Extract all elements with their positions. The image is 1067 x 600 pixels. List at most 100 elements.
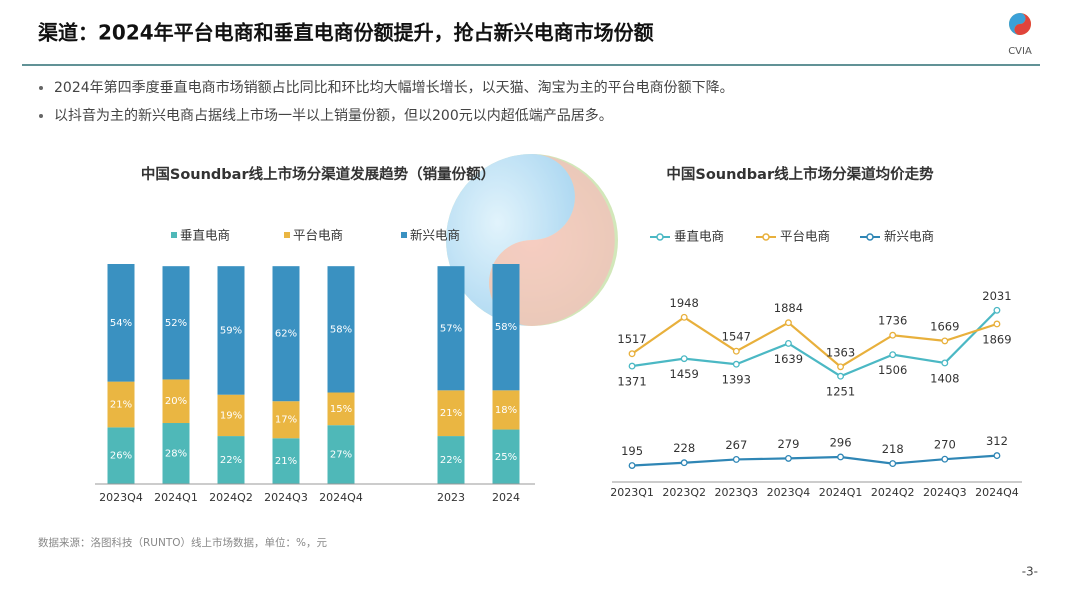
data-label: 1459 — [670, 367, 699, 381]
legend-marker — [866, 233, 874, 241]
data-label: 1251 — [826, 385, 855, 399]
data-label: 1517 — [617, 332, 646, 346]
x-tick-label: 2024Q2 — [209, 491, 253, 504]
bullet-dot — [39, 114, 43, 118]
data-label: 1884 — [774, 301, 803, 315]
data-label: 59% — [220, 325, 242, 336]
data-point — [784, 339, 792, 347]
data-label: 1948 — [670, 296, 699, 310]
slide-title: 渠道：2024年平台电商和垂直电商份额提升，抢占新兴电商市场份额 — [38, 21, 654, 45]
data-label: 22% — [220, 455, 242, 466]
data-label: 1393 — [722, 373, 751, 387]
data-label: 312 — [986, 434, 1008, 448]
data-label: 20% — [165, 396, 187, 407]
series-line — [631, 315, 998, 369]
source-note: 数据来源：洛图科技（RUNTO）线上市场数据，单位：%，元 — [38, 536, 327, 549]
data-label: 1869 — [982, 332, 1011, 346]
x-tick-label: 2024Q3 — [923, 486, 967, 499]
data-point — [732, 347, 740, 355]
data-label: 57% — [440, 323, 462, 334]
data-point — [941, 359, 949, 367]
data-label: 26% — [110, 451, 132, 462]
data-label: 15% — [330, 404, 352, 415]
data-point — [993, 452, 1001, 460]
data-point — [941, 337, 949, 345]
chart-title: 中国Soundbar线上市场分渠道发展趋势（销量份额） — [141, 165, 495, 183]
watermark-emblem — [446, 154, 618, 326]
data-label: 52% — [165, 318, 187, 329]
data-point — [680, 313, 688, 321]
series-line — [632, 454, 998, 467]
x-tick-label: 2024Q4 — [975, 486, 1019, 499]
bar-segment — [437, 390, 465, 437]
x-tick-label: 2024 — [492, 491, 520, 504]
chart-title: 中国Soundbar线上市场分渠道均价走势 — [666, 165, 934, 183]
bar-segment — [107, 264, 135, 382]
legend-marker — [656, 233, 664, 241]
data-label: 54% — [110, 318, 132, 329]
data-label: 28% — [165, 449, 187, 460]
data-label: 21% — [275, 456, 297, 467]
bar-segment — [272, 401, 300, 439]
legend-swatch — [401, 232, 407, 238]
data-label: 21% — [440, 408, 462, 419]
data-point — [837, 372, 845, 380]
data-label: 2031 — [982, 289, 1011, 303]
series-line — [631, 309, 998, 378]
bar-segment — [327, 266, 355, 393]
data-label: 1736 — [878, 314, 907, 328]
legend-label: 新兴电商 — [410, 228, 460, 243]
data-label: 1506 — [878, 363, 907, 377]
data-label: 296 — [830, 435, 852, 449]
x-tick-label: 2023 — [437, 491, 465, 504]
x-tick-label: 2024Q2 — [871, 486, 915, 499]
data-point — [889, 331, 897, 339]
bar-segment — [327, 425, 355, 484]
bar-segment — [437, 436, 465, 484]
data-label: 228 — [673, 441, 695, 455]
x-tick-label: 2023Q1 — [610, 486, 654, 499]
data-label: 27% — [330, 450, 352, 461]
bar-segment — [492, 429, 520, 484]
bar-segment — [217, 266, 245, 395]
legend-label: 垂直电商 — [674, 229, 724, 244]
bar-segment — [107, 427, 135, 484]
x-tick-label: 2023Q3 — [714, 486, 758, 499]
data-label: 58% — [495, 322, 517, 333]
legend-label: 垂直电商 — [180, 228, 230, 243]
data-point — [732, 455, 740, 463]
data-point — [837, 363, 845, 371]
data-point — [784, 319, 792, 327]
data-point — [680, 459, 688, 467]
data-label: 19% — [220, 410, 242, 421]
data-point — [993, 306, 1001, 314]
legend-label: 平台电商 — [293, 228, 343, 243]
data-point — [837, 453, 845, 461]
bar-segment — [492, 390, 520, 430]
legend-label: 新兴电商 — [884, 229, 934, 244]
data-label: 270 — [934, 438, 956, 452]
bar-segment — [327, 392, 355, 426]
logo-text: CVIA — [1008, 46, 1032, 57]
page-number: -3- — [1022, 565, 1038, 579]
bar-segment — [107, 381, 135, 428]
legend-swatch — [284, 232, 290, 238]
legend-label: 平台电商 — [780, 229, 830, 244]
x-tick-label: 2024Q1 — [154, 491, 198, 504]
data-point — [889, 351, 897, 359]
data-label: 1639 — [774, 352, 803, 366]
bullet-dot — [39, 86, 43, 90]
data-point — [628, 362, 636, 370]
data-label: 17% — [275, 415, 297, 426]
x-tick-label: 2024Q1 — [819, 486, 863, 499]
bullet: 以抖音为主的新兴电商占据线上市场一半以上销量份额，但以200元以内超低端产品居多… — [54, 107, 613, 124]
x-tick-label: 2023Q4 — [767, 486, 811, 499]
data-point — [628, 350, 636, 358]
data-label: 62% — [275, 329, 297, 340]
bar-segment — [492, 264, 520, 391]
bar-segment — [217, 436, 245, 484]
data-label: 218 — [882, 442, 904, 456]
data-label: 1371 — [617, 375, 646, 389]
